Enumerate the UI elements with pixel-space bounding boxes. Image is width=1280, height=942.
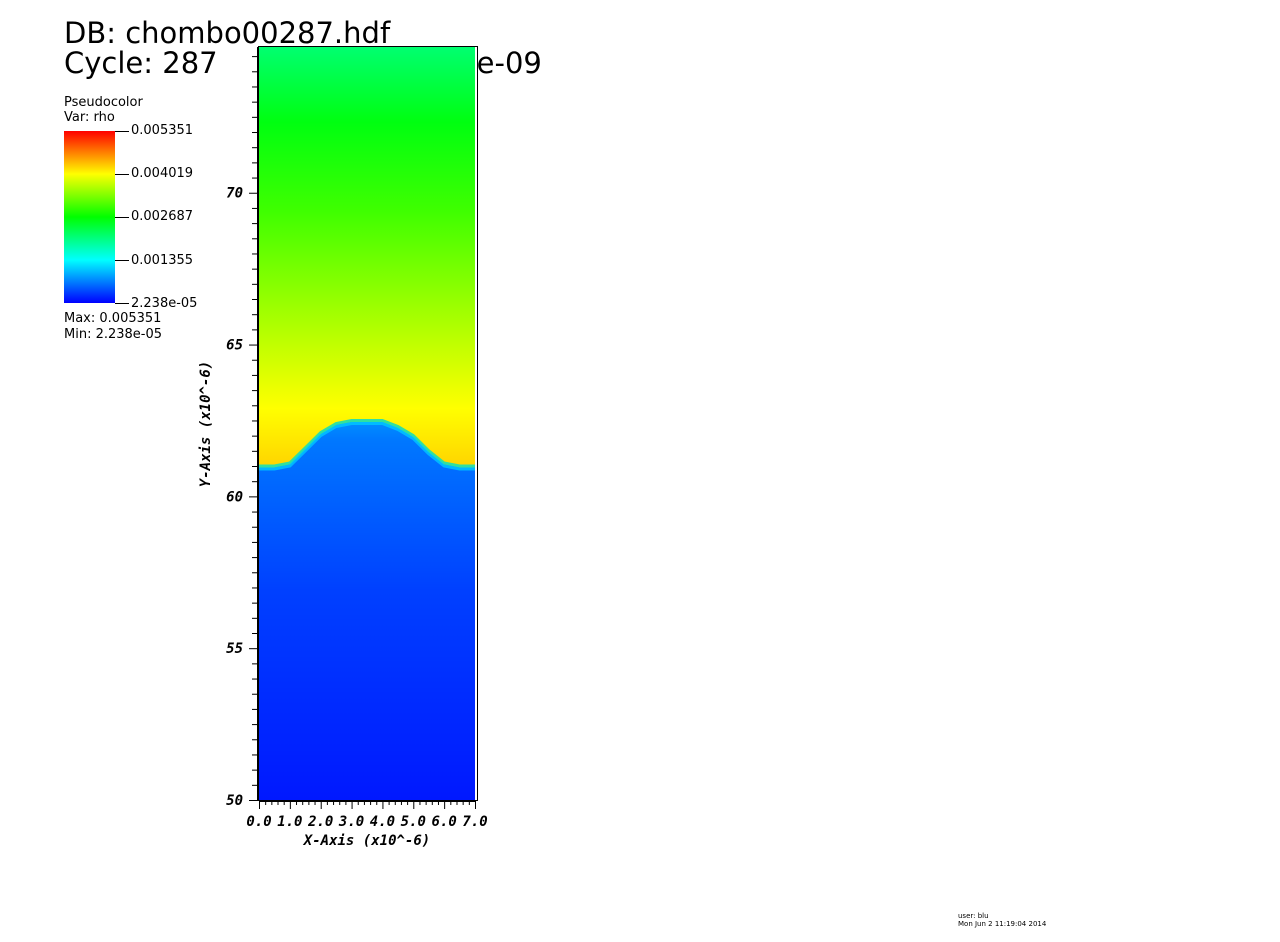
colorbar-tick-mark	[115, 303, 129, 304]
colorbar-tick-mark	[115, 131, 129, 132]
x-axis-title: X-Axis (x10^-6)	[303, 833, 430, 849]
x-tick-label: 3.0	[338, 814, 364, 830]
y-axis: 50 55 60 65 70	[226, 47, 258, 809]
x-tick-label: 0.0	[246, 814, 271, 830]
db-title: DB: chombo00287.hdf	[64, 16, 391, 50]
interface-boundary	[259, 419, 475, 468]
colorbar-tick-label: 0.001355	[131, 253, 194, 268]
x-tick-label: 4.0	[370, 814, 395, 830]
x-tick-label: 7.0	[462, 814, 487, 830]
legend-max: Max: 0.005351	[64, 311, 162, 326]
footer-user: user: blu	[958, 912, 989, 920]
x-tick-label: 6.0	[431, 814, 456, 830]
cycle-label: Cycle: 287	[64, 46, 218, 80]
x-axis: 0.0 1.0 2.0 3.0 4.0 5.0 6.0 7.0	[246, 801, 488, 830]
y-tick-label: 70	[226, 186, 243, 202]
x-tick-label: 1.0	[277, 814, 302, 830]
lower-density-region	[259, 420, 475, 800]
colorbar-tick-mark	[115, 217, 129, 218]
interface-highlight	[259, 422, 475, 471]
colorbar-tick-label: 2.238e-05	[131, 296, 198, 311]
y-tick-label: 50	[226, 793, 243, 809]
y-tick-label: 60	[226, 489, 243, 505]
colorbar-tick-label: 0.005351	[131, 123, 194, 138]
colorbar-tick-label: 0.002687	[131, 209, 194, 224]
legend-plot-type: Pseudocolor	[64, 95, 143, 110]
colorbar-tick-mark	[115, 260, 129, 261]
y-axis-title: Y-Axis (x10^-6)	[198, 361, 214, 487]
colorbar-tick-mark	[115, 174, 129, 175]
colorbar-tick-label: 0.004019	[131, 166, 194, 181]
plot-frame	[258, 46, 478, 801]
x-tick-label: 5.0	[401, 814, 426, 830]
legend-min: Min: 2.238e-05	[64, 327, 163, 342]
legend-variable: Var: rho	[64, 110, 115, 125]
y-tick-label: 55	[226, 641, 243, 657]
footer-date: Mon Jun 2 11:19:04 2014	[958, 920, 1047, 928]
y-tick-label: 65	[226, 338, 243, 354]
x-tick-label: 2.0	[307, 814, 333, 830]
colorbar	[64, 131, 115, 303]
